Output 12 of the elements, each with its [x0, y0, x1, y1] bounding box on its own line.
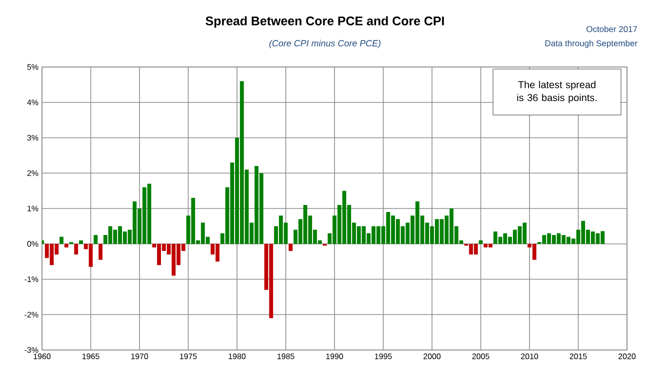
text: October 2017 — [586, 26, 638, 32]
bar — [98, 244, 102, 260]
annotation: The latest spread is 36 basis points. — [517, 80, 596, 104]
bar — [79, 240, 83, 244]
text: Data through September — [545, 40, 638, 48]
bar — [288, 244, 293, 251]
bar — [60, 236, 64, 244]
bar — [74, 244, 78, 254]
chart-title: Spread Between Core PCE and Core CPI — [206, 16, 444, 28]
chart-subtitle: (Core CPI minus Core PCE) — [269, 40, 381, 48]
bar — [64, 244, 68, 248]
bar — [94, 235, 98, 244]
